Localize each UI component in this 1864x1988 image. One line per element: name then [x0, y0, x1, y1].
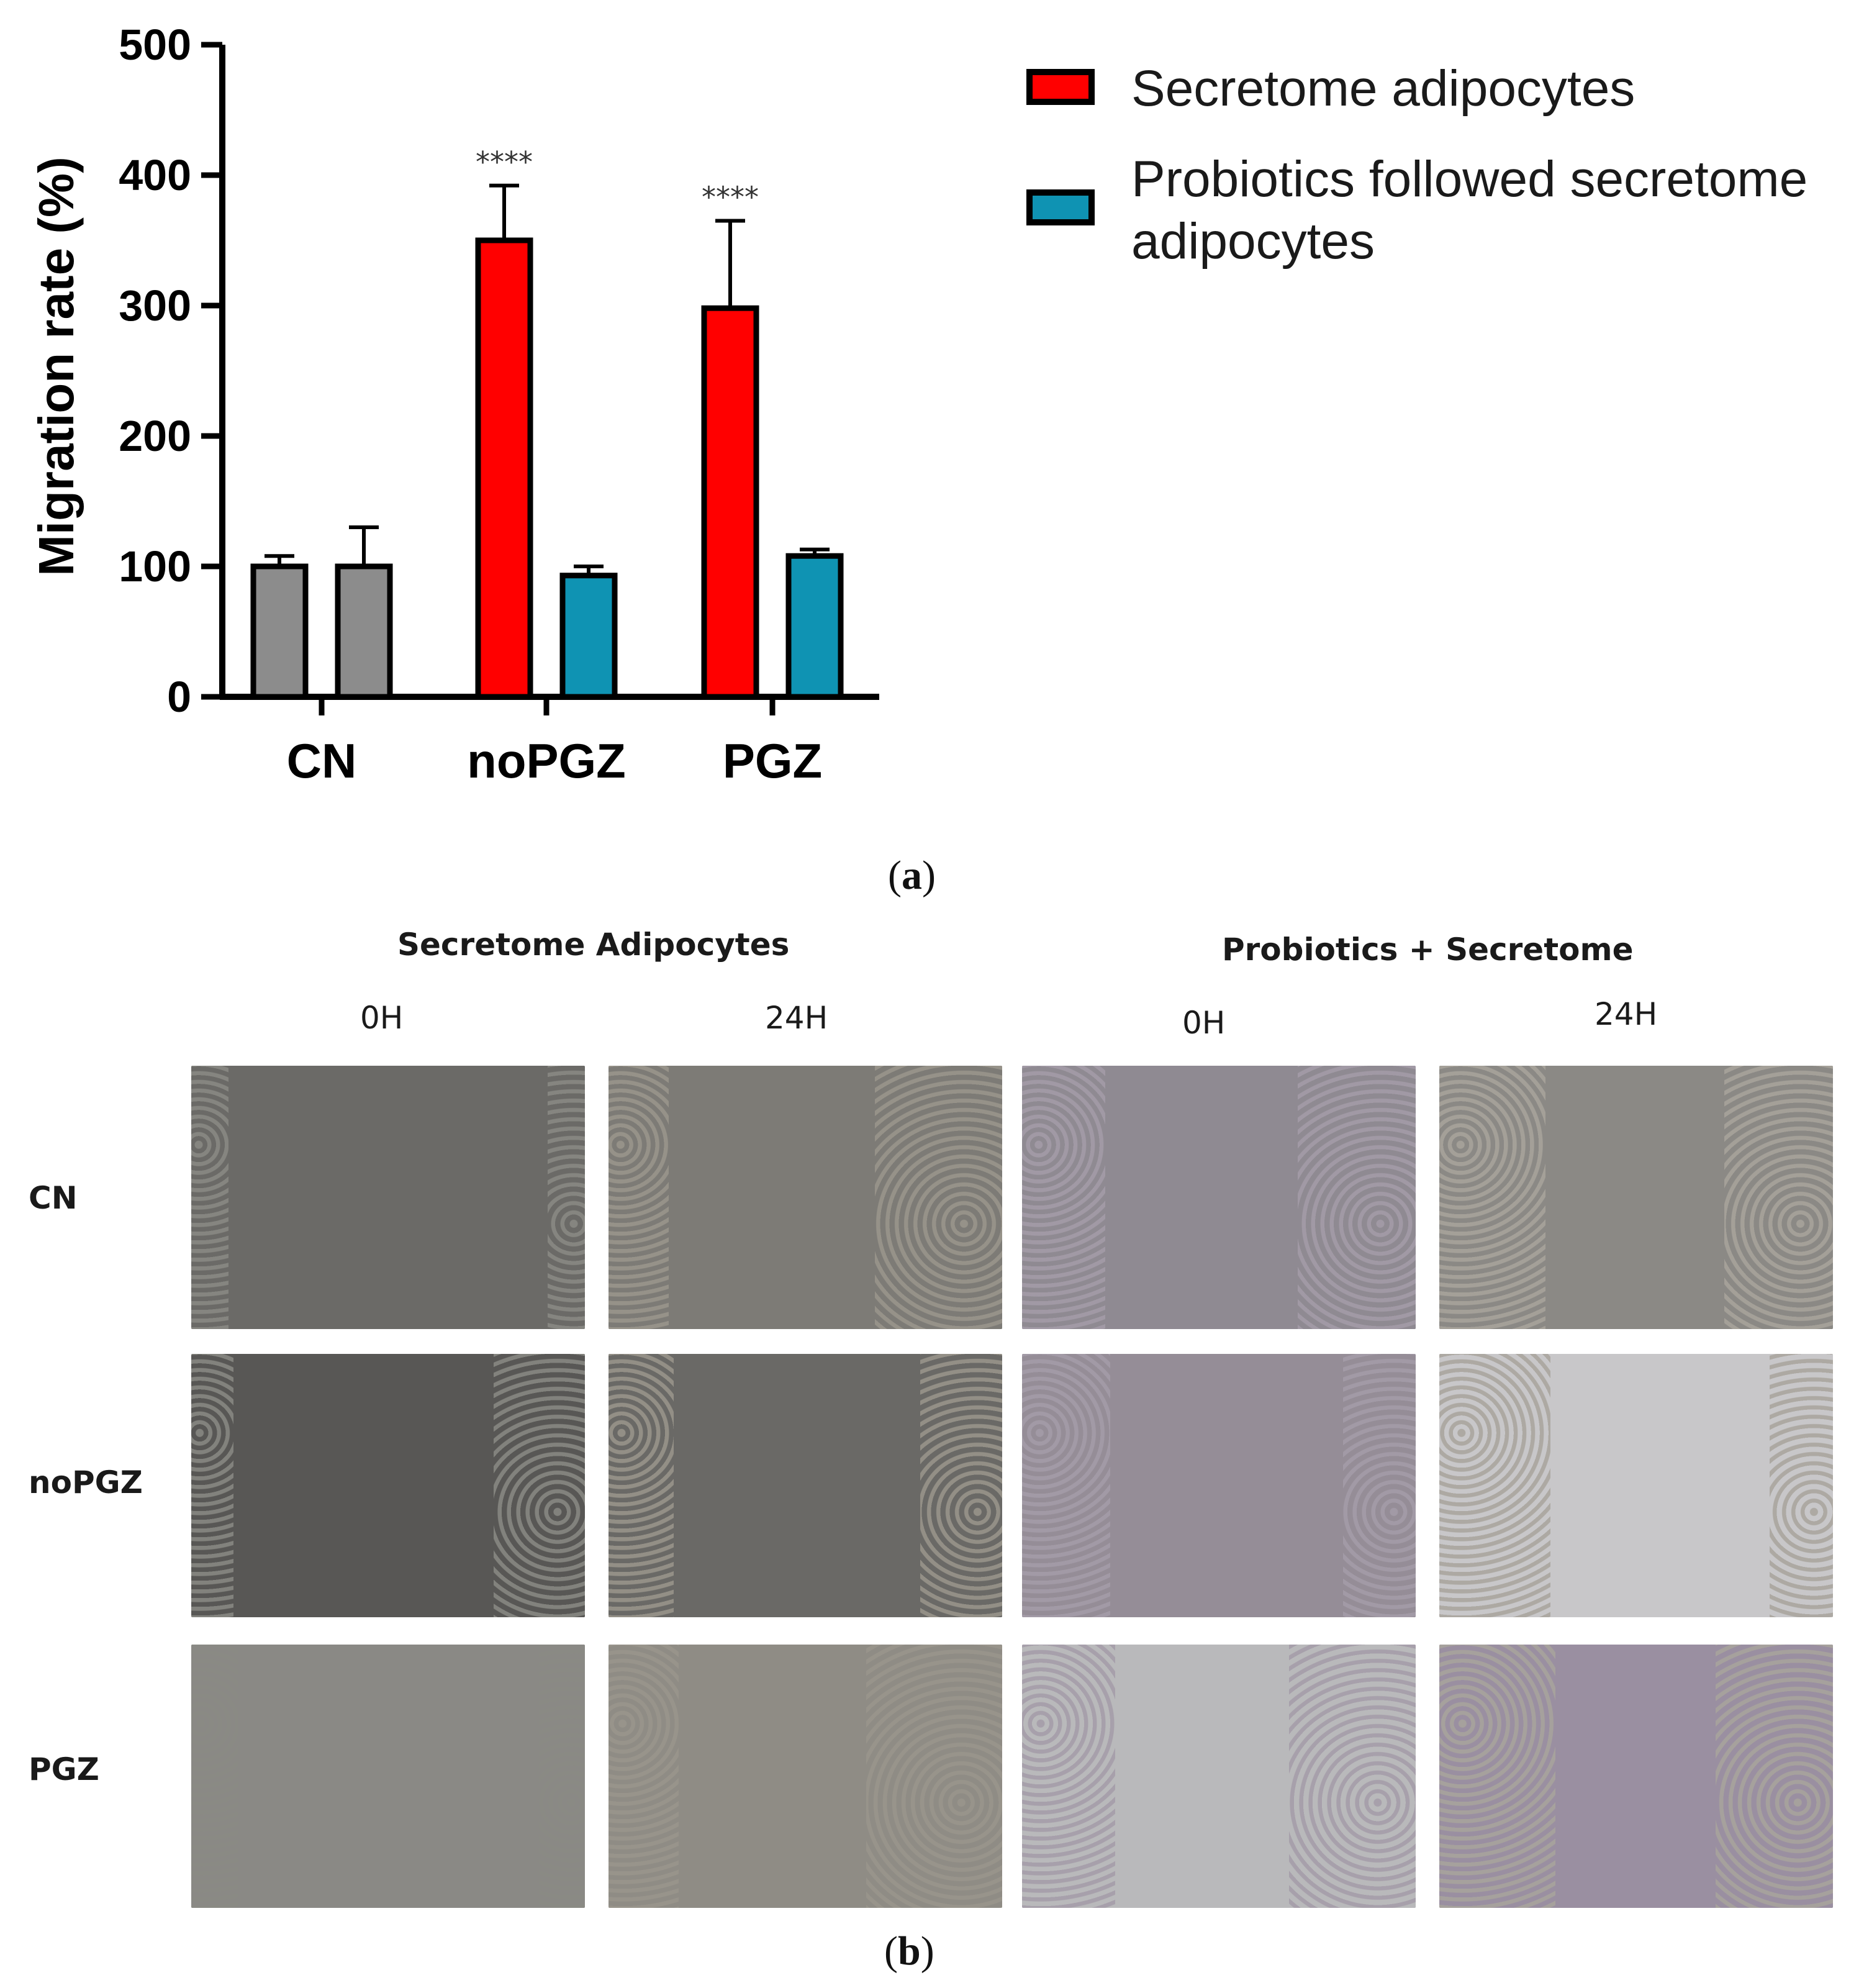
y-tick-label: 100	[119, 542, 191, 591]
bar	[559, 573, 618, 700]
cell-layer-right	[1724, 1066, 1833, 1329]
cell-layer-right	[1343, 1354, 1416, 1617]
micrograph-tile	[1022, 1066, 1416, 1329]
cell-layer-left	[191, 1066, 228, 1329]
cell-layer-right	[539, 1645, 585, 1908]
legend-swatch	[1026, 189, 1095, 225]
y-tick-label: 200	[119, 412, 191, 460]
micrograph-tile	[609, 1354, 1002, 1617]
cell-layer-right	[866, 1645, 1002, 1908]
micrograph-tile	[191, 1645, 585, 1908]
y-tick-label: 0	[167, 673, 191, 721]
micrograph-tile	[1439, 1645, 1833, 1908]
micrograph-tile	[191, 1354, 585, 1617]
cell-layer-left	[191, 1645, 238, 1908]
cell-layer-right	[1716, 1645, 1833, 1908]
x-tick-label: noPGZ	[467, 733, 626, 788]
bar	[335, 563, 393, 700]
significance-label: ****	[476, 145, 533, 179]
cell-layer-left	[1022, 1354, 1110, 1617]
y-tick-label: 500	[119, 20, 191, 69]
bar	[475, 237, 533, 700]
micrograph-tile	[191, 1066, 585, 1329]
time-label-0h-probiotics: 0H	[1182, 1005, 1226, 1041]
micrograph-tile	[1439, 1354, 1833, 1617]
row-label-pgz: PGZ	[29, 1751, 99, 1787]
micrograph-tile	[609, 1645, 1002, 1908]
migration-rate-bar-chart: 0 100 200 300 400 500 Migration rate (%) CN noPG…	[29, 20, 1807, 788]
y-tick-label: 300	[119, 281, 191, 330]
cell-layer-right	[920, 1354, 1002, 1617]
cell-layer-right	[548, 1066, 585, 1329]
cell-layer-right	[494, 1354, 585, 1617]
cell-layer-left	[1439, 1645, 1555, 1908]
column-group-title-secretome: Secretome Adipocytes	[397, 927, 790, 963]
cell-layer-left	[1022, 1066, 1105, 1329]
chart-legend: Secretome adipocytes Probiotics followed …	[1026, 60, 1807, 270]
time-label-24h-secretome: 24H	[765, 1000, 828, 1036]
legend-swatch	[1026, 69, 1095, 105]
cell-layer-left	[609, 1066, 669, 1329]
x-tick-label: PGZ	[723, 733, 822, 788]
cell-layer-left	[191, 1354, 233, 1617]
micrograph-tile	[1439, 1066, 1833, 1329]
y-axis-label: Migration rate (%)	[29, 157, 84, 576]
x-tick-label: CN	[287, 733, 357, 788]
legend-label: Probiotics followed secretome adipocytes	[1131, 151, 1807, 270]
legend-label: Secretome adipocytes	[1131, 60, 1635, 117]
cell-layer-right	[1298, 1066, 1416, 1329]
row-label-nopgz: noPGZ	[29, 1464, 143, 1500]
time-label-0h-secretome: 0H	[360, 1000, 404, 1036]
panel-b-caption: (b)	[884, 1928, 934, 1974]
micrograph-tile	[1022, 1354, 1416, 1617]
cell-layer-left	[609, 1354, 674, 1617]
bar	[250, 563, 309, 700]
bar	[785, 553, 844, 700]
significance-label: ****	[702, 181, 759, 214]
cell-layer-left	[1439, 1066, 1545, 1329]
micrograph-tile	[1022, 1645, 1416, 1908]
chart-bars: **** ****	[250, 145, 844, 700]
cell-layer-left	[609, 1645, 679, 1908]
cell-layer-right	[1770, 1354, 1833, 1617]
y-tick-label: 400	[119, 151, 191, 199]
chart-axes: 0 100 200 300 400 500 Migration rate (%) CN noPG…	[29, 20, 879, 788]
cell-layer-left	[1439, 1354, 1550, 1617]
cell-layer-right	[875, 1066, 1002, 1329]
time-label-24h-probiotics: 24H	[1595, 996, 1658, 1032]
bar	[701, 305, 759, 700]
cell-layer-right	[1289, 1645, 1416, 1908]
micrograph-tile	[609, 1066, 1002, 1329]
column-group-title-probiotics: Probiotics + Secretome	[1222, 932, 1634, 968]
cell-layer-left	[1022, 1645, 1115, 1908]
panel-a-caption: (a)	[888, 853, 936, 898]
row-label-cn: CN	[29, 1180, 78, 1216]
